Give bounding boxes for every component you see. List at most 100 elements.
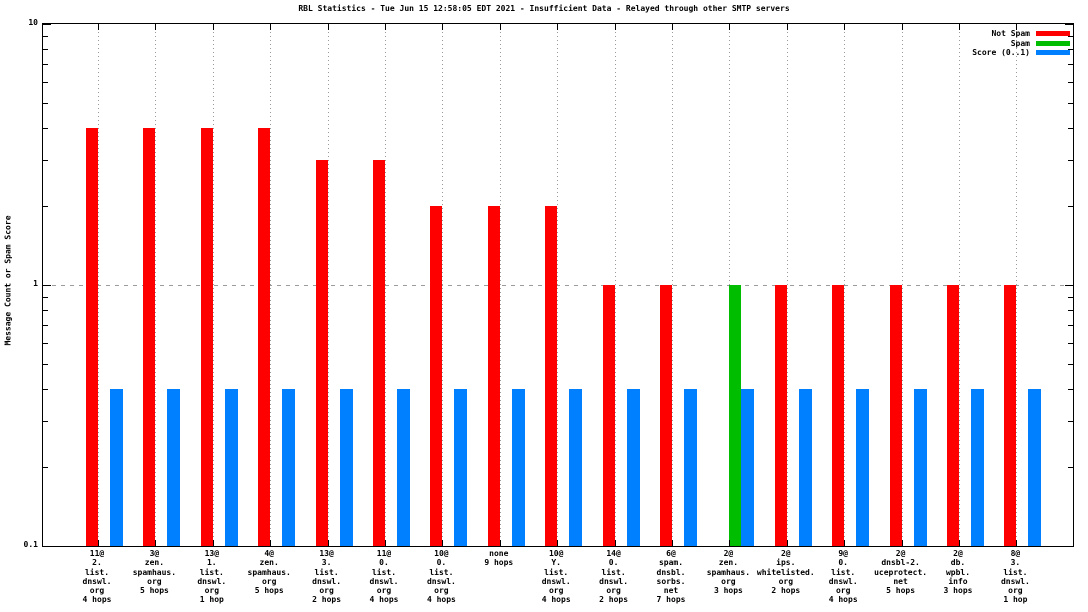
bar-not-spam: [947, 285, 959, 546]
legend-label-score: Score (0..1): [972, 48, 1030, 57]
y-minor-tick-right: [1068, 389, 1073, 390]
x-tick-bottom: [901, 540, 903, 546]
x-tick-top: [844, 24, 846, 30]
x-category-label: 14@ 0. list. dnswl. org 2 hops: [574, 549, 654, 605]
y-minor-tick-left: [43, 103, 48, 104]
x-category-label-line: dnswl.: [541, 576, 571, 586]
bar-score-0-1-: [684, 389, 697, 546]
bar-score-0-1-: [454, 389, 468, 546]
x-category-label-line: Y.: [551, 558, 561, 568]
x-category-label: 10@ Y. list. dnswl. org 4 hops: [516, 549, 596, 605]
x-category-label: 6@ spam. dnsbl. sorbs. net 7 hops: [631, 549, 711, 605]
bar-score-0-1-: [167, 389, 181, 546]
x-category-label-line: list.: [429, 567, 454, 577]
x-category-label-line: 4 hops: [82, 595, 112, 605]
bar-not-spam: [774, 285, 787, 546]
y-minor-tick-right: [1068, 297, 1073, 298]
x-tick-top: [327, 24, 329, 30]
y-major-tick-left: [43, 546, 51, 547]
x-category-label-line: dnswl.: [82, 576, 112, 586]
x-category-label-line: 4 hops: [541, 595, 571, 605]
plot-area: [42, 23, 1074, 547]
x-category-label: 11@ 0. list. dnswl. org 4 hops: [344, 549, 424, 605]
bar-score-0-1-: [856, 389, 870, 546]
legend-item-not-spam: Not Spam: [900, 29, 1070, 38]
x-category-label-line: org: [835, 586, 851, 596]
x-category-label-line: dnswl.: [197, 576, 227, 586]
x-category-label-line: dnswl.: [426, 576, 456, 586]
x-tick-top: [385, 24, 386, 30]
x-category-label-line: dnswl.: [312, 576, 342, 586]
y-minor-tick-left: [43, 36, 48, 37]
x-category-label-line: 0.: [838, 558, 848, 568]
bar-score-0-1-: [110, 389, 123, 546]
x-category-label-line: 11@: [89, 549, 105, 558]
x-category-label-line: 9@: [838, 549, 848, 558]
legend-item-score: Score (0..1): [900, 48, 1070, 57]
x-category-label-line: org: [376, 586, 392, 596]
x-tick-top: [901, 24, 903, 30]
x-category-label-line: whitelisted.: [756, 567, 815, 577]
x-tick-top: [499, 24, 501, 30]
x-category-label-line: dnsbl.: [656, 567, 686, 577]
x-category-label-line: 1.: [206, 558, 217, 568]
x-category-label-line: 14@: [606, 549, 621, 558]
y-tick-label-1: 1: [33, 279, 38, 288]
bar-score-0-1-: [397, 389, 410, 546]
x-tick-top: [212, 24, 214, 30]
y-minor-tick-right: [1068, 103, 1073, 104]
y-minor-tick-left: [43, 82, 48, 83]
y-minor-tick-right: [1068, 36, 1073, 37]
y-minor-tick-right: [1068, 82, 1073, 83]
bar-not-spam: [1004, 285, 1017, 546]
x-category-label-line: org: [261, 576, 277, 586]
x-tick-bottom: [98, 540, 99, 546]
x-category-label-line: 3 hops: [943, 586, 973, 596]
x-tick-bottom: [212, 540, 214, 546]
x-category-label-line: 5 hops: [254, 586, 284, 596]
x-category-label-line: spam.: [658, 558, 684, 568]
x-category-label-line: 13@: [204, 549, 220, 558]
bar-score-0-1-: [339, 389, 353, 546]
x-category-label-line: 9 hops: [484, 558, 514, 568]
y-minor-tick-left: [43, 49, 48, 50]
x-category-label-line: dnswl.: [828, 576, 858, 586]
y-minor-tick-left: [43, 364, 48, 365]
x-tick-bottom: [672, 540, 673, 546]
x-category-label: 8@ 3. list. dnswl. org 1 hop: [975, 549, 1055, 605]
x-category-label-line: 0.: [608, 558, 619, 568]
x-tick-bottom: [729, 540, 731, 546]
y-minor-tick-right: [1068, 467, 1073, 468]
bar-not-spam: [200, 128, 213, 546]
x-category-label-line: list.: [371, 567, 397, 577]
x-category-label-line: list.: [199, 567, 224, 577]
x-category-label-line: 8@: [1010, 549, 1021, 558]
x-category-label-line: 2 hops: [599, 595, 629, 605]
x-category-label: 3@ zen. spamhaus. org 5 hops: [114, 549, 194, 595]
bar-score-0-1-: [798, 389, 812, 546]
legend-item-spam: Spam: [900, 39, 1070, 48]
y-minor-tick-left: [43, 160, 48, 161]
bar-not-spam: [143, 128, 156, 546]
x-tick-bottom: [442, 540, 444, 546]
x-category-label-line: 2 hops: [312, 595, 342, 605]
bar-score-0-1-: [282, 389, 296, 546]
y-tick-label-10: 10: [28, 18, 38, 27]
x-tick-top: [270, 24, 272, 30]
x-category-label-line: dnswl.: [369, 576, 399, 586]
x-tick-top: [1016, 24, 1018, 30]
x-tick-top: [557, 24, 559, 30]
x-axis-labels: 11@ 2. list. dnswl. org 4 hops 3@ zen. spamhaus.…: [0, 549, 1088, 609]
bar-not-spam: [86, 128, 98, 546]
x-tick-bottom: [614, 540, 616, 546]
x-category-label-line: 4@: [264, 549, 274, 558]
x-category-label-line: net: [663, 586, 679, 596]
x-category-label-line: 0.: [379, 558, 389, 568]
x-category-label-line: list.: [601, 567, 626, 577]
bar-not-spam: [660, 285, 672, 546]
x-category-label: 2@ db. wpbl. info 3 hops: [918, 549, 998, 595]
x-category-label-line: org: [1008, 586, 1023, 596]
x-category-label-line: list.: [544, 567, 569, 577]
x-category-label: 13@ 3. list. dnswl. org 2 hops: [287, 549, 367, 605]
